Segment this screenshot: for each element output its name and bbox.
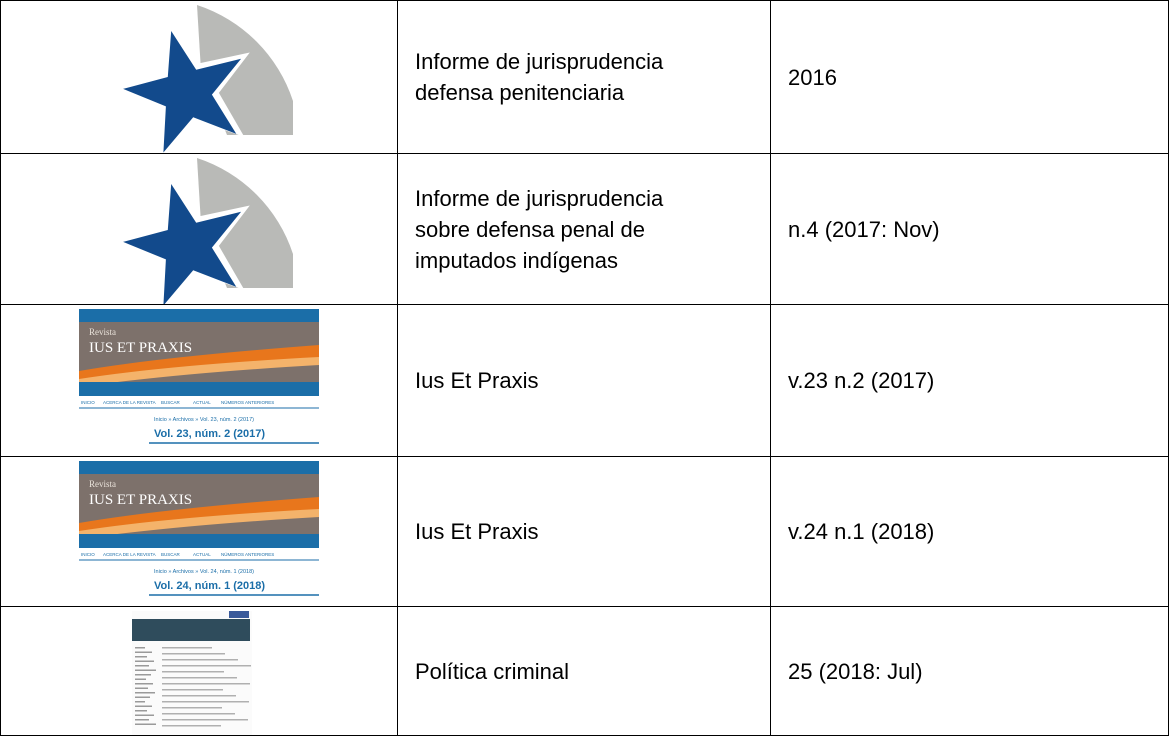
thumbnail [1,1,397,153]
title-line: Ius Et Praxis [415,365,770,396]
shot-body-line [162,707,222,709]
banner-title: IUS ET PRAXIS [89,340,192,356]
shot-body-line [162,659,238,661]
page: {"table": {"rows": [ {"thumbnail": {"kin… [0,0,1175,736]
thumbnail: Revista IUS ET PRAXIS INICIO ACERCA DE LA R… [1,305,397,456]
shot-body-line [162,653,225,655]
shot-body-line [162,671,224,673]
nav-item: INICIO [81,400,95,405]
shot-sidebar-line [135,701,145,703]
shot-body-line [162,677,237,679]
thumbnail [1,154,397,304]
banner-bottom [79,382,319,396]
title-line: defensa penitenciaria [415,77,770,108]
banner-top [79,309,319,322]
title-line: sobre defensa penal de [415,214,770,245]
banner-top [79,461,319,474]
title-line: Ius Et Praxis [415,516,770,547]
nav-item: ACERCA DE LA REVISTA [103,552,156,557]
site-screenshot [132,611,252,735]
breadcrumb: Inicio » Archivos » Vol. 24, núm. 1 (201… [154,569,254,575]
table-row: Revista IUS ET PRAXIS INICIO ACERCA DE LA R… [1,457,1169,607]
shot-sidebar-line [135,715,154,717]
title-cell: Política criminal [398,607,771,736]
title-line: Informe de jurisprudencia [415,46,770,77]
shot-logo [229,611,249,618]
thumbnail-cell: Revista IUS ET PRAXIS INICIO ACERCA DE LA R… [1,305,398,457]
shot-sidebar-line [135,710,147,712]
shot-sidebar-line [135,665,149,667]
shot-body-line [162,701,249,703]
journal-banner: Revista IUS ET PRAXIS INICIO ACERCA DE LA R… [79,461,319,595]
title-cell: Ius Et Praxis [398,305,771,457]
shot-sidebar-line [135,724,156,726]
issue: n.4 (2017: Nov) [788,214,1168,245]
thumbnail [1,607,397,735]
shot-body-line [162,683,250,685]
table-row: Política criminal 25 (2018: Jul) [1,607,1169,736]
nav-item: ACTUAL [193,552,211,557]
shot-sidebar-line [135,674,151,676]
nav-item: ACTUAL [193,400,211,405]
shot-sidebar-line [135,719,149,721]
shot-body-line [162,647,212,649]
thumbnail-cell [1,607,398,736]
nav-item: NÚMEROS ANTERIORES [221,551,274,557]
issue: 25 (2018: Jul) [788,656,1168,687]
breadcrumb: Inicio » Archivos » Vol. 23, núm. 2 (201… [154,417,254,423]
issue-cell: 2016 [771,1,1169,154]
shot-sidebar-line [135,688,148,690]
shot-body-line [162,695,236,697]
issue: v.23 n.2 (2017) [788,365,1168,396]
shot-sidebar-line [135,652,152,654]
shot-sidebar-line [135,661,154,663]
thumbnail: Revista IUS ET PRAXIS INICIO ACERCA DE LA R… [1,457,397,606]
issue-heading: Vol. 24, núm. 1 (2018) [154,580,265,592]
title-line: Política criminal [415,656,770,687]
issue-cell: v.24 n.1 (2018) [771,457,1169,607]
issue-cell: 25 (2018: Jul) [771,607,1169,736]
thumbnail-cell [1,154,398,305]
nav-item: BUSCAR [161,400,181,405]
shot-sidebar-line [135,670,156,672]
title-line: imputados indígenas [415,245,770,276]
shot-sidebar-line [135,706,152,708]
nav-item: ACERCA DE LA REVISTA [103,400,156,405]
shot-sidebar-line [135,647,145,649]
journal-table: Informe de jurisprudenciadefensa peniten… [0,0,1169,736]
nav-item: NÚMEROS ANTERIORES [221,399,274,405]
shot-body-line [162,719,248,721]
shot-body-line [162,725,221,727]
shot-sidebar-line [135,683,153,685]
title-cell: Ius Et Praxis [398,457,771,607]
thumbnail-cell: Revista IUS ET PRAXIS INICIO ACERCA DE LA R… [1,457,398,607]
table-row: Revista IUS ET PRAXIS INICIO ACERCA DE LA R… [1,305,1169,457]
shot-sidebar-line [135,692,155,694]
banner-kicker: Revista [89,327,116,337]
banner-title: IUS ET PRAXIS [89,492,192,508]
nav-item: INICIO [81,552,95,557]
thumbnail-cell [1,1,398,154]
shot-sidebar-line [135,679,146,681]
issue-heading: Vol. 23, núm. 2 (2017) [154,428,265,440]
journal-banner: Revista IUS ET PRAXIS INICIO ACERCA DE LA R… [79,309,319,443]
nav-item: BUSCAR [161,552,181,557]
issue-cell: n.4 (2017: Nov) [771,154,1169,305]
shot-sidebar-line [135,697,150,699]
shot-body-line [162,713,235,715]
shot-sidebar-line [135,656,147,658]
banner-bottom [79,534,319,548]
issue-cell: v.23 n.2 (2017) [771,305,1169,457]
shot-body-line [162,689,223,691]
banner-kicker: Revista [89,479,116,489]
issue: v.24 n.1 (2018) [788,516,1168,547]
title-line: Informe de jurisprudencia [415,183,770,214]
issue: 2016 [788,62,1168,93]
shot-body-line [162,665,251,667]
shot-header [132,619,250,641]
